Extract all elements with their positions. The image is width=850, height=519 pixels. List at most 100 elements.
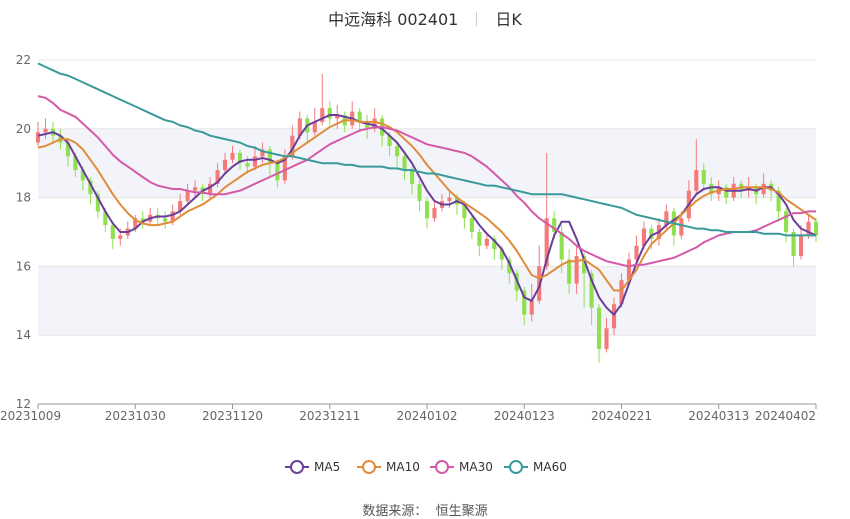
period-label: 日K xyxy=(495,10,522,29)
candle xyxy=(537,245,542,305)
candle-body xyxy=(170,211,175,222)
candle xyxy=(35,121,41,146)
candle-body xyxy=(140,218,145,222)
candle-body xyxy=(604,328,609,349)
candle-body xyxy=(43,128,48,133)
candle-body xyxy=(193,187,198,191)
x-tick-label: 20240102 xyxy=(396,409,457,423)
x-tick-label: 20240221 xyxy=(591,409,652,423)
candle-body xyxy=(215,170,220,184)
candle-body xyxy=(417,183,422,202)
candle xyxy=(694,139,699,195)
stock-name: 中远海科 002401 xyxy=(328,10,459,29)
candle xyxy=(365,115,370,140)
candle-body xyxy=(694,170,699,191)
candle xyxy=(529,283,534,322)
candle xyxy=(237,149,243,171)
legend-marker xyxy=(290,460,304,474)
candle-body xyxy=(499,249,504,260)
candle-body xyxy=(282,156,287,181)
x-tick-label: 20231030 xyxy=(105,409,166,423)
title-separator xyxy=(476,12,478,26)
legend-item-ma10: MA10 xyxy=(357,460,420,474)
candle-body xyxy=(432,207,437,219)
candle xyxy=(267,146,272,177)
candle-body xyxy=(35,132,41,143)
candle xyxy=(193,180,198,198)
candle xyxy=(701,163,706,191)
chart-title: 中远海科 002401 日K xyxy=(0,6,850,30)
candle xyxy=(626,252,632,284)
candle-body xyxy=(559,232,564,260)
candle xyxy=(372,108,377,133)
candle-body xyxy=(522,290,527,315)
legend-label: MA30 xyxy=(459,460,493,474)
candle-body xyxy=(701,170,706,184)
candle-body xyxy=(679,218,684,236)
x-tick-label: 20231009 xyxy=(0,409,61,423)
candle xyxy=(791,228,796,267)
candle xyxy=(604,318,609,353)
candle-body xyxy=(133,218,138,229)
candle-body xyxy=(649,228,654,239)
candle-body xyxy=(402,156,407,171)
candle-body xyxy=(372,118,377,129)
candle-body xyxy=(260,149,265,157)
candle-body xyxy=(784,211,789,232)
candle-body xyxy=(626,259,632,281)
legend-item-ma30: MA30 xyxy=(430,460,493,474)
x-tick-label: 20231120 xyxy=(202,409,263,423)
y-tick-label: 20 xyxy=(16,122,31,136)
x-tick-label: 20240123 xyxy=(494,409,555,423)
candle-body xyxy=(110,225,115,239)
candle-body xyxy=(552,218,557,232)
candle-body xyxy=(806,221,811,236)
candle xyxy=(544,152,549,270)
candle xyxy=(282,149,287,184)
legend: MA5 MA10 MA30 MA60 xyxy=(285,460,567,474)
candle-body xyxy=(365,121,370,129)
candle-body xyxy=(724,187,729,198)
candle xyxy=(252,146,257,171)
candle-body xyxy=(245,163,250,167)
candle xyxy=(402,152,407,181)
candle xyxy=(813,218,819,243)
legend-label: MA5 xyxy=(314,460,340,474)
candle-body xyxy=(290,135,295,157)
candle-body xyxy=(582,256,587,274)
candle-body xyxy=(357,111,362,122)
y-tick-label: 22 xyxy=(16,53,31,67)
candle xyxy=(260,142,265,164)
candle xyxy=(95,190,100,219)
candle xyxy=(335,104,340,129)
candle xyxy=(477,228,482,257)
candle-body xyxy=(462,204,467,219)
candle-body xyxy=(312,121,317,133)
x-tick-label: 20231211 xyxy=(299,409,360,423)
candle-body xyxy=(611,304,617,329)
candle-body xyxy=(424,201,430,219)
candle-body xyxy=(484,238,489,246)
candle xyxy=(163,211,168,229)
candle xyxy=(507,256,512,284)
candle-body xyxy=(222,159,228,171)
candle-body xyxy=(634,245,639,260)
candle-body xyxy=(567,259,572,284)
legend-item-ma60: MA60 xyxy=(504,460,567,474)
candle-body xyxy=(544,218,549,267)
candle xyxy=(222,152,228,174)
candle xyxy=(357,108,362,133)
candle-body xyxy=(88,180,93,195)
y-tick-label: 16 xyxy=(16,259,31,273)
data-source: 数据来源： 恒生聚源 xyxy=(0,500,850,519)
candle xyxy=(567,249,572,294)
legend-label: MA10 xyxy=(386,460,420,474)
moving-average-lines xyxy=(37,62,817,316)
candle xyxy=(409,166,415,195)
candle-body xyxy=(477,232,482,246)
candle-body xyxy=(798,235,804,257)
candle xyxy=(140,211,145,229)
candle-body xyxy=(327,108,332,119)
candle-body xyxy=(641,228,646,246)
